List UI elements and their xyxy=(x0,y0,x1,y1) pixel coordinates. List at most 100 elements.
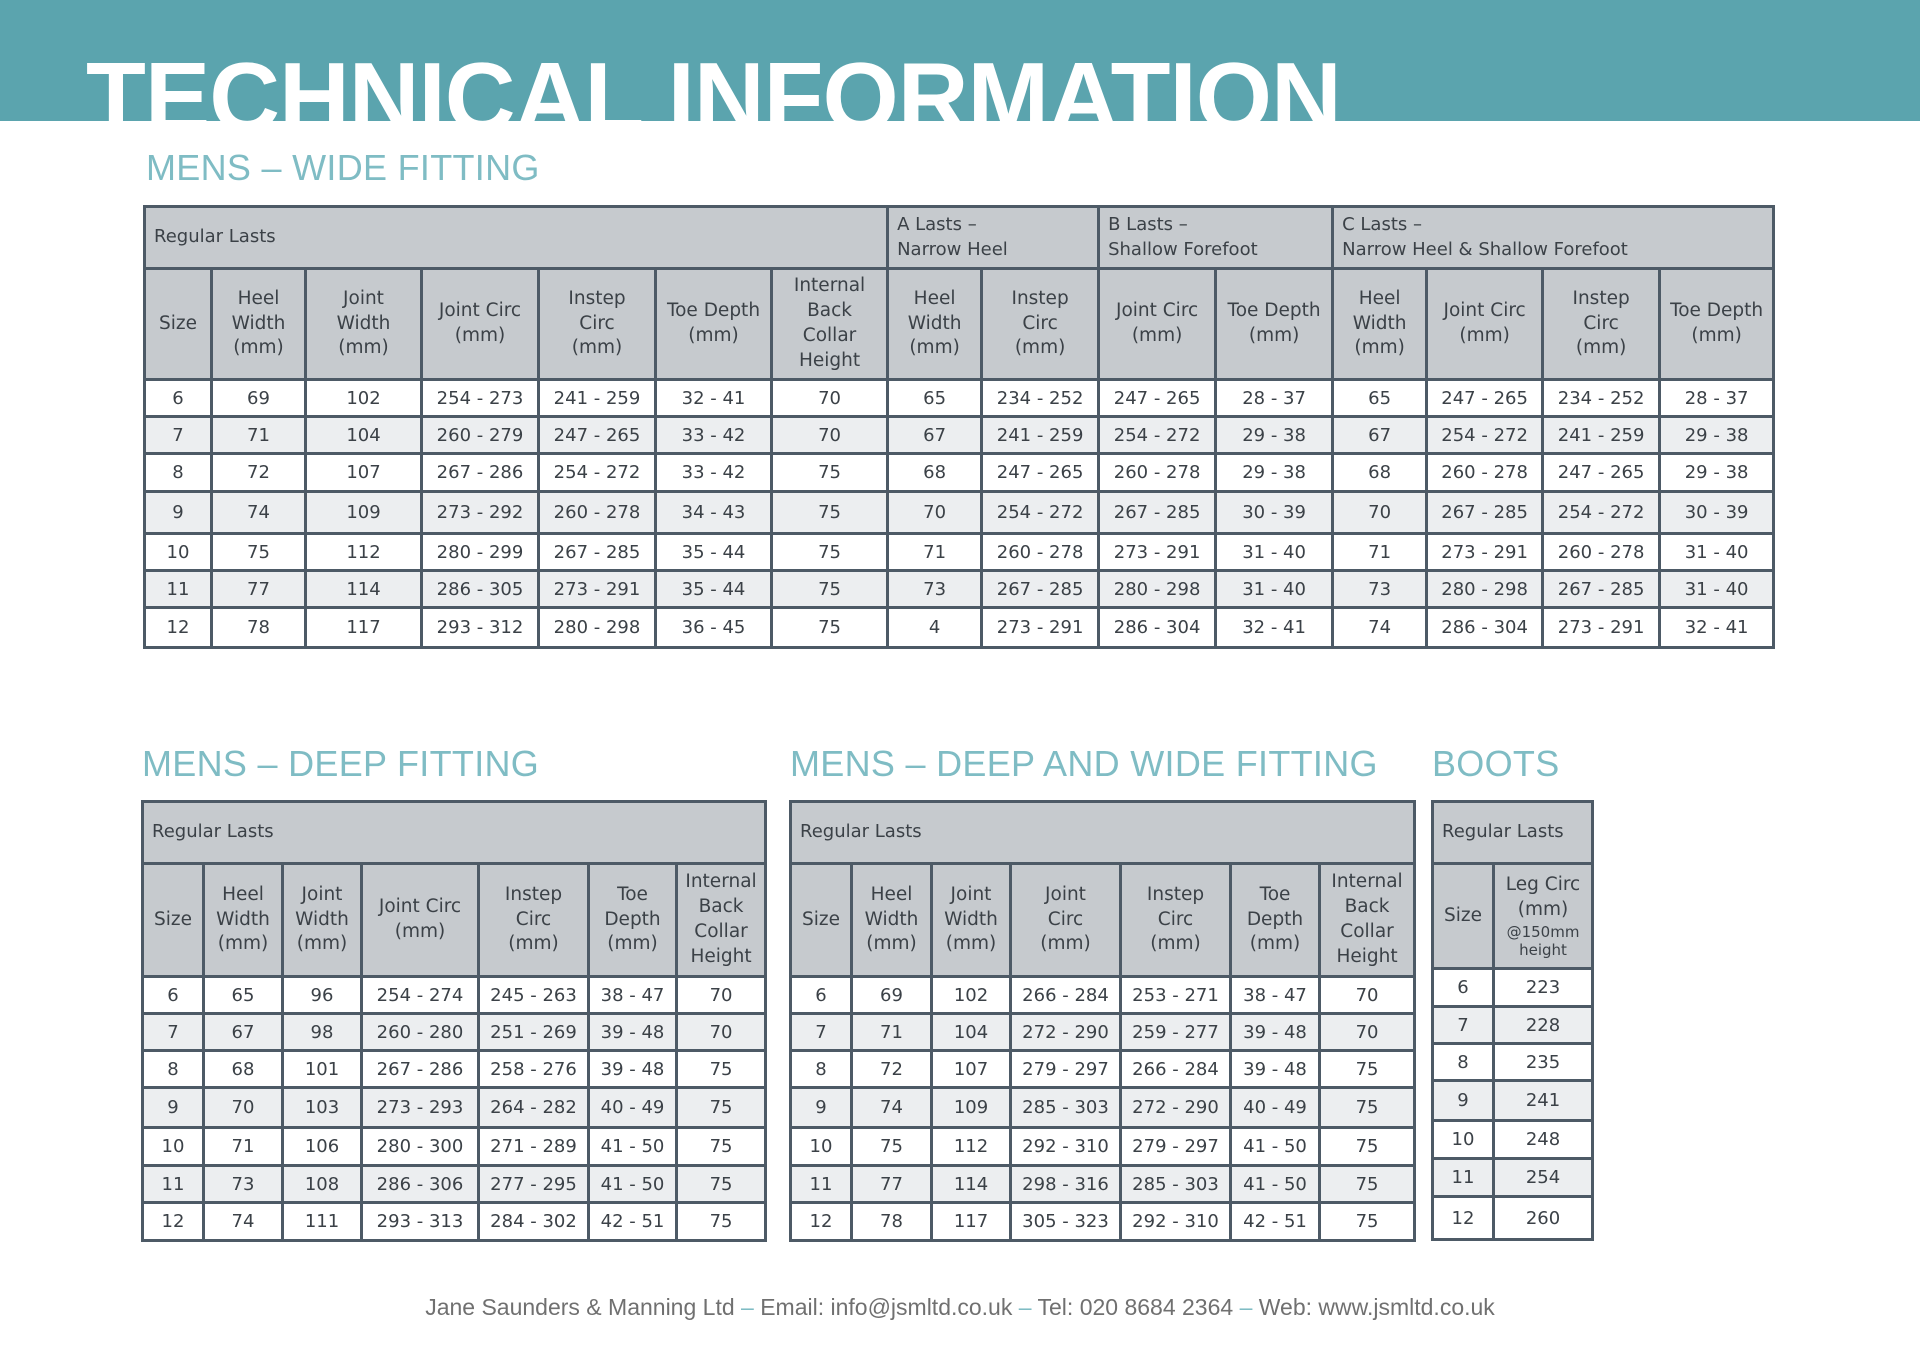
table-cell: 117 xyxy=(930,1201,1012,1242)
col-header: Internal Back Collar Height xyxy=(769,267,890,381)
table-cell: 29 - 38 xyxy=(1214,452,1335,493)
table-cell: 74 xyxy=(1331,606,1429,649)
table-row: 10 248 xyxy=(1431,1119,1595,1160)
table-cell: 38 - 47 xyxy=(587,975,678,1015)
col-header: Instep Circ (mm) xyxy=(1541,267,1662,381)
table-cell: 77 xyxy=(850,1164,933,1204)
table-cell: 75 xyxy=(674,1086,768,1129)
table-cell: 260 - 278 xyxy=(1541,532,1662,572)
table-cell: 280 - 298 xyxy=(1097,569,1218,609)
table-cell: 39 - 48 xyxy=(587,1012,678,1052)
table-cell: 254 xyxy=(1491,1157,1595,1198)
table-cell: 286 - 306 xyxy=(360,1164,480,1204)
table-cell: 34 - 43 xyxy=(654,490,773,535)
table-cell: 259 - 277 xyxy=(1119,1012,1232,1052)
table-cell: 69 xyxy=(210,378,307,418)
table-cell: 293 - 312 xyxy=(420,606,540,649)
table-cell: 285 - 303 xyxy=(1119,1164,1232,1204)
table-cell: 9 xyxy=(143,490,213,535)
table-cell: 11 xyxy=(141,1164,205,1204)
table-cell: 71 xyxy=(886,532,984,572)
table-cell: 29 - 38 xyxy=(1214,415,1335,455)
col-header: Instep Circ (mm) xyxy=(477,862,590,978)
table-cell: 11 xyxy=(1431,1157,1495,1198)
table-cell: 102 xyxy=(930,975,1012,1015)
table-cell: 106 xyxy=(281,1126,363,1167)
table-cell: 11 xyxy=(143,569,213,609)
table-cell: 266 - 284 xyxy=(1119,1049,1232,1089)
table-cell: 235 xyxy=(1491,1042,1595,1082)
table-cell: 273 - 292 xyxy=(420,490,540,535)
table-cell: 9 xyxy=(141,1086,205,1129)
table-cell: 273 - 293 xyxy=(360,1086,480,1129)
col-header: Heel Width (mm) xyxy=(850,862,933,978)
footer-tel[interactable]: Tel: 020 8684 2364 xyxy=(1037,1294,1234,1320)
table-cell: 241 xyxy=(1491,1079,1595,1122)
footer-web[interactable]: Web: www.jsmltd.co.uk xyxy=(1258,1294,1495,1320)
table-cell: 101 xyxy=(281,1049,363,1089)
table-cell: 267 - 286 xyxy=(420,452,540,493)
section-title-deep-and-wide-fitting: MENS – DEEP AND WIDE FITTING xyxy=(790,743,1378,784)
col-header: Joint Width (mm) xyxy=(930,862,1012,978)
table-cell: 75 xyxy=(769,532,890,572)
table-cell: 107 xyxy=(304,452,423,493)
table-cell: 254 - 272 xyxy=(1541,490,1662,535)
table-cell: 223 xyxy=(1491,967,1595,1008)
table-cell: 292 - 310 xyxy=(1009,1126,1122,1167)
table-cell: 234 - 252 xyxy=(980,378,1101,418)
table-cell: 280 - 299 xyxy=(420,532,540,572)
table-cell: 267 - 285 xyxy=(980,569,1101,609)
table-cell: 286 - 305 xyxy=(420,569,540,609)
table-cell: 72 xyxy=(210,452,307,493)
table-cell: 260 - 278 xyxy=(537,490,657,535)
col-header: Toe Depth (mm) xyxy=(587,862,678,978)
table-cell: 29 - 38 xyxy=(1658,415,1776,455)
table-cell: 39 - 48 xyxy=(1229,1012,1321,1052)
table-cell: 245 - 263 xyxy=(477,975,590,1015)
table-cell: 241 - 259 xyxy=(980,415,1101,455)
table-row: 12 78 117 305 - 323 292 - 310 42 - 51 75 xyxy=(789,1201,1417,1242)
table-cell: 285 - 303 xyxy=(1009,1086,1122,1129)
table-cell: 114 xyxy=(930,1164,1012,1204)
table-cell: 31 - 40 xyxy=(1214,569,1335,609)
footer-email[interactable]: Email: info@jsmltd.co.uk xyxy=(760,1294,1013,1320)
table-cell: 273 - 291 xyxy=(980,606,1101,649)
table-cell: 39 - 48 xyxy=(1229,1049,1321,1089)
table-cell: 4 xyxy=(886,606,984,649)
table-cell: 7 xyxy=(143,415,213,455)
table-cell: 70 xyxy=(674,975,768,1015)
table-cell: 280 - 300 xyxy=(360,1126,480,1167)
table-cell: 75 xyxy=(674,1126,768,1167)
table-cell: 280 - 298 xyxy=(1425,569,1545,609)
group-header-regular-lasts: Regular Lasts xyxy=(1430,800,1595,865)
table-cell: 75 xyxy=(1317,1164,1417,1204)
table-cell: 9 xyxy=(789,1086,853,1129)
table-cell: 31 - 40 xyxy=(1658,532,1776,572)
table-cell: 32 - 41 xyxy=(654,378,773,418)
table-cell: 253 - 271 xyxy=(1119,975,1232,1015)
table-cell: 72 xyxy=(850,1049,933,1089)
col-header: Joint Circ (mm) xyxy=(420,267,540,381)
footer-separator: – xyxy=(1233,1294,1259,1320)
table-cell: 7 xyxy=(789,1012,853,1052)
table-cell: 75 xyxy=(1317,1126,1417,1167)
table-cell: 273 - 291 xyxy=(1425,532,1545,572)
table-cell: 41 - 50 xyxy=(1229,1164,1321,1204)
table-cell: 75 xyxy=(769,452,890,493)
table-cell: 241 - 259 xyxy=(1541,415,1662,455)
table-cell: 107 xyxy=(930,1049,1012,1089)
table-cell: 70 xyxy=(1331,490,1429,535)
table-row: 10 71 106 280 - 300 271 - 289 41 - 50 75 xyxy=(141,1126,768,1167)
table-cell: 39 - 48 xyxy=(587,1049,678,1089)
table-cell: 284 - 302 xyxy=(477,1201,590,1242)
table-cell: 75 xyxy=(674,1164,768,1204)
col-header: Size xyxy=(789,862,853,978)
table-row: 8 72 107 279 - 297 266 - 284 39 - 48 75 xyxy=(789,1049,1417,1089)
table-cell: 41 - 50 xyxy=(587,1126,678,1167)
col-header: Joint Circ (mm) xyxy=(1009,862,1122,978)
group-header-regular-lasts: Regular Lasts xyxy=(788,800,1417,865)
table-cell: 28 - 37 xyxy=(1658,378,1776,418)
table-cell: 279 - 297 xyxy=(1119,1126,1232,1167)
col-header: Internal Back Collar Height xyxy=(1317,862,1417,978)
table-cell: 260 - 278 xyxy=(1425,452,1545,493)
